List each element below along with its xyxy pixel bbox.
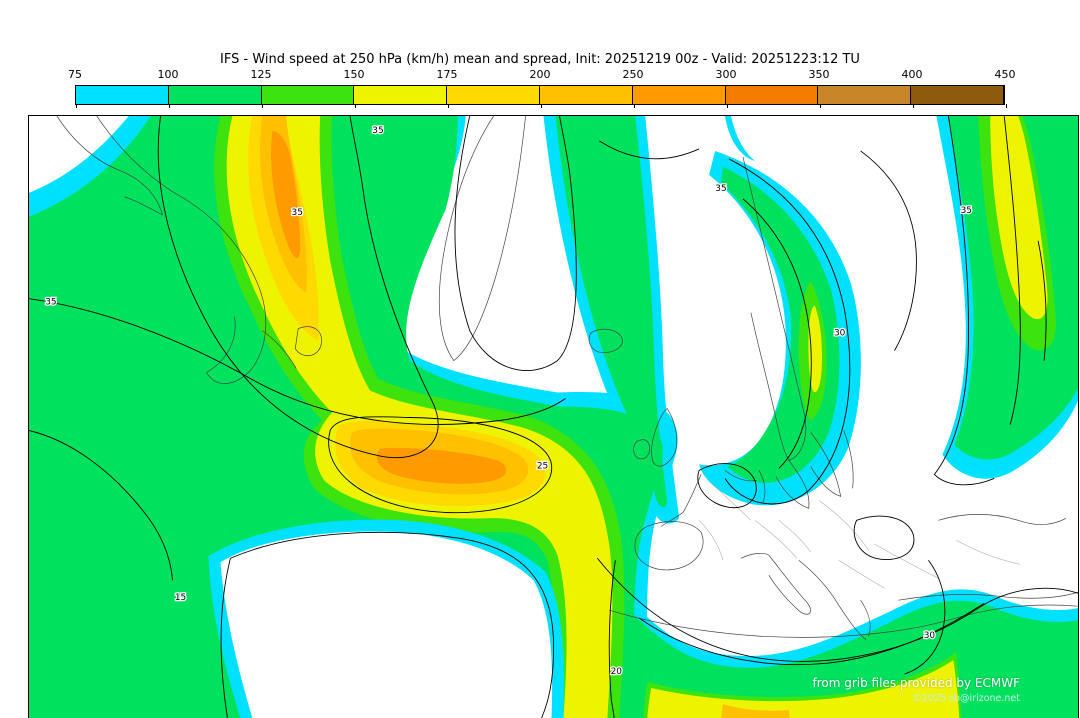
colorbar-tick — [913, 104, 914, 108]
spread-contours — [29, 116, 1078, 718]
colorbar-tick — [820, 104, 821, 108]
colorbar-tick — [541, 104, 542, 108]
colorbar-segment — [911, 86, 1004, 104]
map-area: 35 35 35 35 35 30 25 30 20 15 from grib files pro… — [28, 115, 1079, 718]
colorbar-tick — [76, 104, 77, 108]
colorbar-bar — [75, 85, 1007, 108]
colorbar-segment — [168, 86, 262, 104]
contour-label: 30 — [834, 329, 846, 339]
credits: from grib files provided by ECMWF ©2025 … — [812, 675, 1020, 706]
colorbar-tick-label: 75 — [68, 68, 82, 81]
credit-copyright-text: ©2025 sb@irizone.net — [912, 693, 1020, 705]
colorbar-tick-label: 300 — [715, 68, 737, 81]
colorbar-segment — [261, 86, 355, 104]
contour-label: 35 — [715, 184, 726, 194]
colorbar-tick-label: 200 — [529, 68, 551, 81]
contour-label: 20 — [611, 667, 623, 677]
country-borders — [698, 482, 1021, 589]
colorbar-segment — [632, 86, 726, 104]
colorbar-tick — [448, 104, 449, 108]
credit-ecmwf-text: from grib files provided by ECMWF — [812, 675, 1020, 690]
colorbar-tick-label: 125 — [250, 68, 272, 81]
colorbar-tick-label: 250 — [622, 68, 644, 81]
colorbar-tick-label: 350 — [808, 68, 830, 81]
colorbar-tick — [262, 104, 263, 108]
colorbar-tick — [1006, 104, 1007, 108]
colorbar-segment — [539, 86, 633, 104]
colorbar-segment — [447, 86, 540, 104]
wind-speed-bands — [29, 116, 1078, 718]
colorbar-segment — [725, 86, 819, 104]
colorbar-tick — [355, 104, 356, 108]
contour-label: 35 — [961, 206, 972, 216]
colorbar-tick-label: 450 — [994, 68, 1016, 81]
colorbar-tick-label: 400 — [901, 68, 923, 81]
contour-label: 35 — [372, 126, 383, 136]
colorbar-tick-label: 175 — [436, 68, 458, 81]
colorbar-segment — [818, 86, 912, 104]
contour-label: 15 — [175, 593, 186, 603]
contour-value-labels: 35 35 35 35 35 30 25 30 20 15 — [44, 125, 973, 679]
colorbar-segment — [354, 86, 448, 104]
colorbar-labels: 75 100 125 150 175 200 250 300 350 400 450 — [68, 68, 1016, 83]
colorbar-tick — [634, 104, 635, 108]
contour-label: 35 — [45, 298, 56, 308]
colorbar-tick-label: 100 — [157, 68, 179, 81]
colorbar-tick — [727, 104, 728, 108]
colorbar-tick-label: 150 — [343, 68, 365, 81]
contour-label: 25 — [537, 461, 548, 471]
colorbar: 75 100 125 150 175 200 250 300 350 400 450 — [68, 68, 1016, 114]
wind-map-svg: 35 35 35 35 35 30 25 30 20 15 — [29, 116, 1078, 718]
contour-label: 30 — [924, 631, 936, 641]
contour-label: 35 — [292, 208, 303, 218]
colorbar-tick — [169, 104, 170, 108]
colorbar-segment — [76, 86, 169, 104]
page-title: IFS - Wind speed at 250 hPa (km/h) mean … — [220, 52, 860, 67]
